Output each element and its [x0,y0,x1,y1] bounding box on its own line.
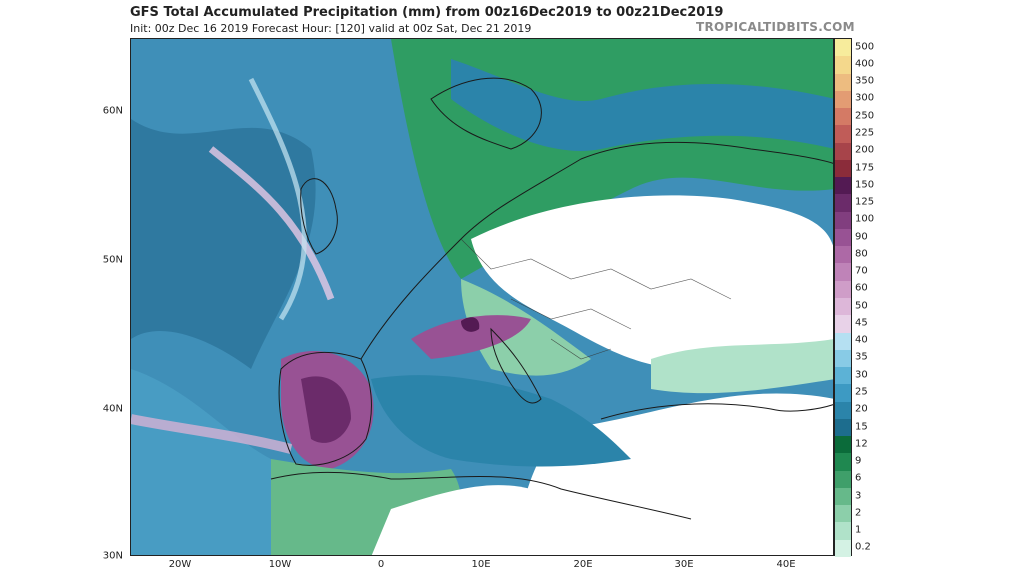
colorbar-tick-label: 350 [855,75,875,87]
colorbar-segment [835,228,851,247]
colorbar-segment [835,159,851,178]
chart-subtitle: Init: 00z Dec 16 2019 Forecast Hour: [12… [130,22,532,35]
colorbar-segment [835,263,851,281]
country-borders [460,238,732,360]
plume-streak-3 [131,414,293,454]
scandinavia-blue [451,59,833,151]
colorbar-tick-label: 0.2 [855,541,871,553]
colorbar-tick-label: 400 [855,58,875,70]
colorbar-tick-label: 6 [855,472,862,484]
colorbar-tick-label: 200 [855,144,875,156]
colorbar-segment [835,194,851,212]
coastline-europe [360,141,833,360]
atlantic-band-2 [131,369,271,555]
brand-watermark: TROPICALTIDBITS.COM [696,20,855,34]
colorbar-tick-label: 40 [855,334,868,346]
colorbar-tick-label: 12 [855,438,868,450]
colorbar-tick-label: 175 [855,162,875,173]
colorbar-tick-label: 70 [855,265,868,277]
colorbar-tick-label: 20 [855,403,868,415]
coastline-scandinavia [430,77,542,150]
lon-label-20w: 20W [168,559,192,570]
colorbar-segment [835,90,851,109]
colorbar-tick-label: 2 [855,507,862,519]
colorbar-segment [835,177,851,195]
colorbar-segment [835,470,851,488]
coastline-uk [300,178,338,255]
colorbar-tick-label: 3 [855,490,862,502]
plume-streak-2 [248,77,307,321]
colorbar-segment [835,39,851,57]
coastline-iberia [278,351,372,466]
colorbar-segment [835,539,851,557]
coastline-italy [490,327,542,404]
lat-label-60n: 60N [102,105,123,117]
colorbar-segment [835,367,851,385]
precipitation-map [130,38,834,556]
colorbar-tick-label: 80 [855,248,868,260]
lon-label-10e: 10E [471,559,491,570]
lon-label-0: 0 [377,559,385,570]
chart-title: GFS Total Accumulated Precipitation (mm)… [130,5,724,20]
colorbar-tick-label: 150 [855,179,875,191]
sahara-dry [371,485,531,555]
colorbar-segment [835,522,851,540]
lat-label-40n: 40N [102,403,123,415]
lat-label-30n: 30N [102,550,123,562]
colorbar-tick-label: 50 [855,300,868,312]
precipitation-colorbar [834,38,852,557]
colorbar-tick-label: 300 [855,92,875,104]
coastline-africa [270,471,692,520]
colorbar-tick-label: 30 [855,369,868,381]
colorbar-segment [835,401,851,419]
colorbar-segment [835,487,851,506]
lon-label-20e: 20E [573,559,593,570]
colorbar-tick-label: 1 [855,524,862,536]
mediterranean-sea [371,375,631,467]
colorbar-tick-label: 100 [855,213,875,225]
colorbar-segment [835,436,851,454]
colorbar-segment [835,108,851,126]
light-green-southeast [651,339,833,394]
colorbar-segment [835,453,851,471]
lat-label-50n: 50N [102,254,123,266]
colorbar-segment [835,56,851,74]
colorbar-segment [835,298,851,316]
colorbar-segment [835,349,851,368]
atlantic-band [131,119,316,369]
colorbar-tick-label: 500 [855,41,875,53]
iberia-core [301,376,351,443]
colorbar-segment [835,73,851,91]
colorbar-segment [835,211,851,229]
colorbar-segment [835,280,851,298]
colorbar-segment [835,142,851,160]
colorbar-tick-label: 60 [855,282,868,294]
map-canvas [131,39,833,555]
lon-label-30e: 30E [674,559,694,570]
lon-label-10w: 10W [268,559,292,570]
colorbar-segment [835,315,851,333]
colorbar-tick-label: 45 [855,317,868,329]
colorbar-tick-label: 25 [855,386,868,398]
green-transition [461,279,591,376]
plume-streak [208,146,335,301]
colorbar-tick-label: 225 [855,127,875,139]
colorbar-segment [835,125,851,143]
alps-core [461,317,480,332]
colorbar-segment [835,332,851,350]
lon-label-40e: 40E [776,559,796,570]
colorbar-segment [835,418,851,437]
colorbar-tick-label: 90 [855,231,868,243]
dry-central-europe [471,195,833,369]
colorbar-tick-label: 15 [855,421,868,432]
colorbar-segment [835,505,851,523]
colorbar-segment [835,246,851,264]
colorbar-tick-label: 35 [855,351,868,363]
alps-heavy [411,315,531,359]
colorbar-tick-label: 250 [855,110,875,122]
colorbar-tick-label: 9 [855,455,862,467]
coastline-turkey [600,403,833,420]
colorbar-tick-label: 125 [855,196,875,208]
colorbar-segment [835,384,851,402]
